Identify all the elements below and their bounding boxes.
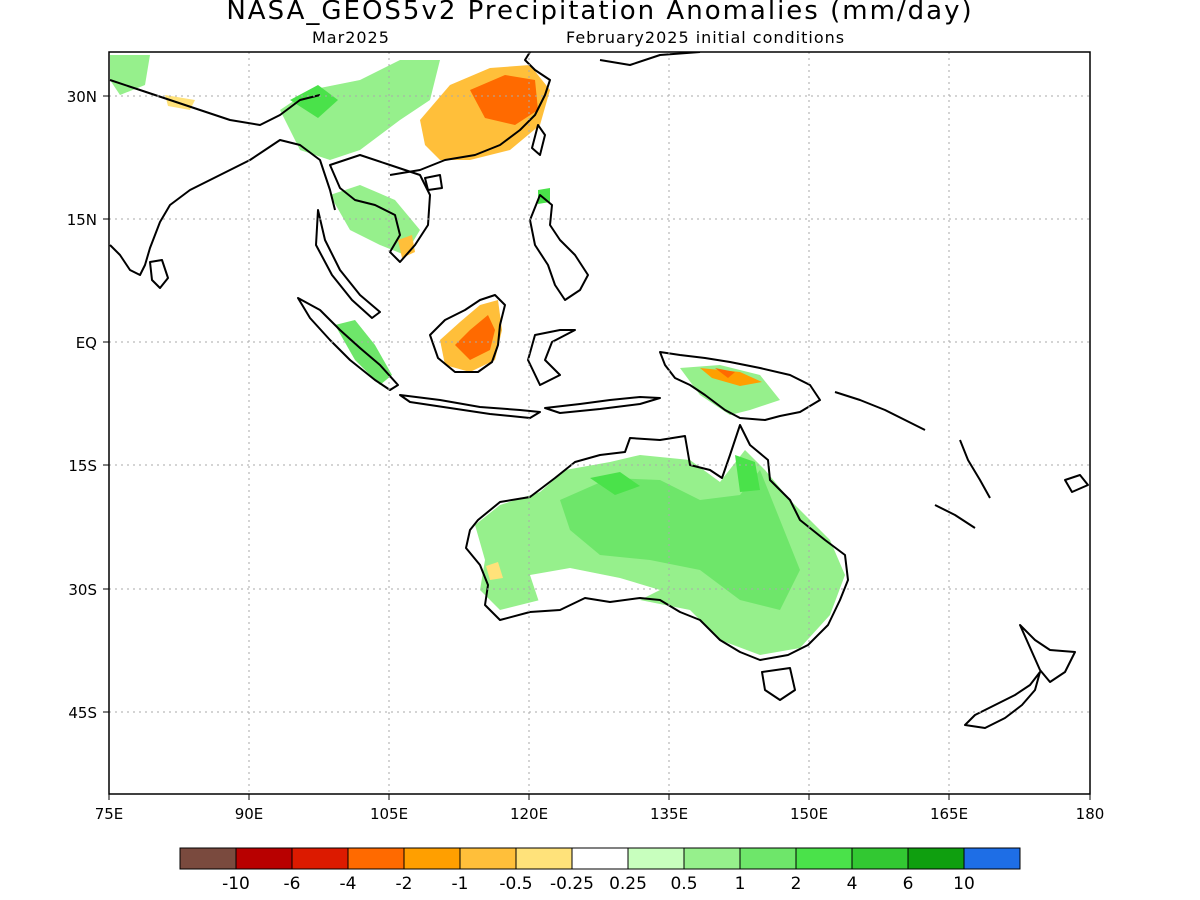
vanuatu-coast — [959, 439, 991, 499]
taiwan-coast — [531, 124, 546, 156]
australia-strong-wet-anomaly — [560, 470, 800, 610]
new-guinea-strong-dry — [715, 368, 735, 378]
japan-coast — [599, 52, 701, 66]
coastlines — [109, 52, 1089, 729]
colorbar-label: -1 — [452, 874, 469, 894]
borneo-strong-dry-anomaly — [455, 315, 495, 360]
lat-tick-label: 45S — [68, 704, 97, 722]
australia-peak-wet-anomaly — [590, 455, 760, 495]
lesser-sunda-coast — [544, 396, 661, 414]
colorbar-swatch — [627, 847, 685, 870]
australia-dry-spot — [486, 562, 503, 580]
colorbar-label: -4 — [340, 874, 357, 894]
indochina-dry-spot — [398, 235, 415, 258]
colorbar-swatch — [739, 847, 797, 870]
sumatra-coast — [297, 297, 399, 391]
graticule — [109, 52, 1090, 794]
colorbar-swatch — [907, 847, 965, 870]
south-china-strong-dry-anomaly — [470, 75, 538, 125]
philippines-coast — [529, 194, 589, 301]
lon-tick-label: 90E — [235, 805, 264, 823]
india-coast — [109, 139, 336, 276]
lat-tick-label: 15S — [68, 457, 97, 475]
india-wet-patch — [110, 55, 150, 95]
colorbar-label: 1 — [735, 874, 746, 894]
sulawesi-coast — [527, 329, 576, 386]
colorbar-swatch — [795, 847, 853, 870]
new-guinea-dry-anomaly — [700, 368, 762, 386]
lon-tick-label: 150E — [790, 805, 828, 823]
borneo-coast — [429, 294, 506, 373]
colorbar-label: -2 — [396, 874, 413, 894]
colorbar-swatch — [347, 847, 405, 870]
colorbar-swatch — [403, 847, 461, 870]
tasmania-coast — [761, 667, 796, 701]
lat-tick-label: EQ — [76, 334, 97, 352]
colorbar-swatch — [291, 847, 349, 870]
colorbar-swatch — [179, 847, 237, 870]
lon-tick-label: 180 — [1076, 805, 1105, 823]
initial-conditions-label: February2025 initial conditions — [566, 28, 846, 47]
himalaya-strong-wet — [290, 85, 338, 118]
colorbar-label: 0.25 — [609, 874, 647, 894]
colorbar-swatch — [515, 847, 573, 870]
colorbar-swatch — [571, 847, 629, 870]
valid-month-label: Mar2025 — [312, 28, 390, 47]
colorbar-label: 0.5 — [670, 874, 697, 894]
anomaly-shading — [110, 55, 845, 655]
colorbar-label: 2 — [791, 874, 802, 894]
north-island-nz-coast — [1019, 624, 1076, 683]
java-coast — [399, 394, 541, 419]
lon-tick-label: 105E — [370, 805, 408, 823]
south-island-nz-coast — [964, 671, 1041, 729]
lat-tick-label: 30S — [68, 581, 97, 599]
colorbar-swatch — [851, 847, 909, 870]
colorbar-label: -0.25 — [550, 874, 594, 894]
colorbar-label: -10 — [222, 874, 250, 894]
australia-coast — [465, 424, 849, 661]
lon-tick-label: 165E — [930, 805, 968, 823]
australia-neutral-patch — [530, 568, 660, 605]
latitude-labels: 30N 15N EQ 15S 30S 45S — [67, 88, 109, 722]
map-title: NASA_GEOS5v2 Precipitation Anomalies (mm… — [226, 0, 974, 26]
himalaya-border — [109, 79, 321, 126]
colorbar-label: 4 — [847, 874, 858, 894]
colorbar-label: -0.5 — [499, 874, 532, 894]
colorbar-label: 10 — [953, 874, 975, 894]
colorbar: -10 -6 -4 -2 -1 -0.5 -0.25 0.25 0.5 1 2 4 6 10 — [179, 847, 1021, 894]
lon-tick-label: 135E — [650, 805, 688, 823]
new-guinea-wet-anomaly — [680, 365, 780, 415]
china-coast — [389, 52, 551, 176]
colorbar-swatch — [683, 847, 741, 870]
hainan-coast — [424, 174, 443, 191]
new-caledonia-coast — [934, 504, 976, 529]
colorbar-label: 6 — [903, 874, 914, 894]
lat-tick-label: 15N — [67, 211, 97, 229]
colorbar-swatch — [963, 847, 1021, 870]
lon-tick-label: 120E — [510, 805, 548, 823]
fiji-coast — [1064, 474, 1089, 493]
lon-tick-label: 75E — [95, 805, 124, 823]
sumatra-wet-anomaly — [335, 320, 392, 385]
malay-peninsula-coast — [315, 209, 381, 319]
indochina-coast — [329, 154, 431, 263]
new-guinea-coast — [659, 351, 821, 421]
longitude-labels: 75E 90E 105E 120E 135E 150E 165E 180 — [95, 794, 1105, 823]
solomon-islands-coast — [834, 391, 926, 431]
sri-lanka-coast — [149, 259, 169, 289]
colorbar-swatch — [235, 847, 293, 870]
colorbar-swatch — [459, 847, 517, 870]
tibet-wet-anomaly — [280, 60, 440, 160]
lat-tick-label: 30N — [67, 88, 97, 106]
colorbar-label: -6 — [284, 874, 301, 894]
map-frame — [108, 51, 1091, 795]
